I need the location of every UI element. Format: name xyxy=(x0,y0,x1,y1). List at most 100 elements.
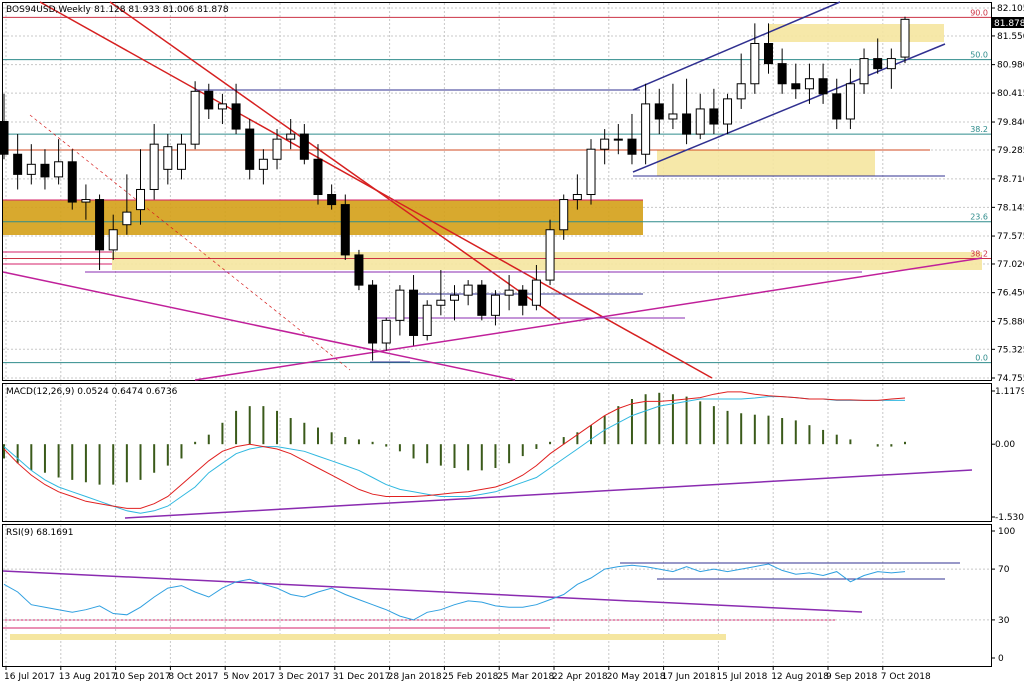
red-dashed-line xyxy=(29,114,351,371)
candle-body xyxy=(286,133,296,140)
candle-body xyxy=(682,113,692,135)
current-price-marker: 81.878 xyxy=(992,17,1024,29)
candle-body xyxy=(654,103,664,120)
candle-body xyxy=(136,188,146,211)
candle-body xyxy=(832,93,842,120)
candle-body xyxy=(149,143,159,190)
candle-body xyxy=(709,108,719,125)
price-tick-label: 80.980 xyxy=(997,61,1024,71)
candle-body xyxy=(122,211,132,226)
support-zone-gold xyxy=(3,200,643,235)
candle-body xyxy=(176,143,186,170)
candle-body xyxy=(736,83,746,100)
date-tick-label: 7 Oct 2018 xyxy=(881,672,931,682)
candle-body xyxy=(409,289,419,336)
fibonacci-label: 38.2 xyxy=(970,125,988,134)
candle-body xyxy=(777,63,787,85)
candle-body xyxy=(531,279,541,306)
candle-body xyxy=(763,42,773,65)
channel-upper-line xyxy=(632,1,841,91)
macd-tick-label: 0.00 xyxy=(995,440,1015,450)
candle-body xyxy=(845,83,855,120)
macd-main-line xyxy=(3,391,906,509)
date-tick-label: 13 Aug 2017 xyxy=(59,672,117,682)
candle-body xyxy=(463,284,473,296)
candle-body xyxy=(791,83,801,90)
date-tick-label: 28 Jan 2018 xyxy=(388,672,442,682)
candle-body xyxy=(245,128,255,170)
candle-body xyxy=(545,229,555,281)
date-tick-label: 12 Aug 2018 xyxy=(771,672,829,682)
candle-body xyxy=(600,138,610,150)
candle-body xyxy=(299,133,309,160)
date-tick-label: 15 Jul 2018 xyxy=(716,672,767,682)
candle-body xyxy=(67,161,77,203)
date-tick-label: 9 Sep 2018 xyxy=(826,672,878,682)
candle-body xyxy=(559,199,569,231)
macd-trend-line xyxy=(124,469,973,519)
candle-body xyxy=(354,254,364,286)
price-tick-label: 78.145 xyxy=(997,203,1024,213)
candle-body xyxy=(13,153,23,175)
candle-body xyxy=(381,319,391,344)
price-tick-label: 80.415 xyxy=(997,89,1024,99)
candle-body xyxy=(395,289,405,321)
date-tick-label: 16 Jul 2017 xyxy=(4,672,55,682)
date-tick-label: 5 Nov 2017 xyxy=(223,672,275,682)
candle-body xyxy=(422,304,432,336)
fibonacci-label: 90.0 xyxy=(970,8,988,17)
candle-body xyxy=(217,103,227,110)
price-tick-label: 79.840 xyxy=(997,118,1024,128)
candle-body xyxy=(695,108,705,135)
candle-body xyxy=(886,58,896,70)
rsi-axis: 100 70 30 0 xyxy=(991,527,1015,664)
candle-body xyxy=(272,138,282,160)
date-tick-label: 3 Dec 2017 xyxy=(278,672,330,682)
rsi-tick-label: 70 xyxy=(998,565,1010,575)
macd-signal-line xyxy=(3,396,905,514)
price-tick-label: 81.550 xyxy=(997,32,1024,42)
rsi-panel-frame xyxy=(2,524,992,667)
candle-body xyxy=(900,18,910,58)
fibonacci-label: 23.6 xyxy=(970,213,988,222)
chart-header: BOS94USD,Weekly 81.128 81.933 81.006 81.… xyxy=(6,5,229,15)
candle-body xyxy=(627,138,637,155)
candle-body xyxy=(818,78,828,95)
candle-body xyxy=(668,113,678,120)
candle-body xyxy=(313,158,323,196)
fibonacci-label: 38.2 xyxy=(970,249,988,258)
macd-axis: 1.1179 0.00 -1.5301 xyxy=(991,387,1024,523)
date-tick-label: 17 Jun 2018 xyxy=(662,672,716,682)
candle-body xyxy=(450,294,459,301)
panel-frames xyxy=(2,2,992,667)
candle-body xyxy=(490,294,500,316)
candlesticks xyxy=(0,16,910,361)
rsi-header-label: RSI(9) 68.1691 xyxy=(6,528,73,538)
rsi-line xyxy=(3,563,906,621)
red-downtrend-line-2 xyxy=(109,1,561,321)
candle-body xyxy=(723,98,733,125)
macd-tick-label: 1.1179 xyxy=(995,387,1024,397)
candle-body xyxy=(436,299,446,306)
candle-body xyxy=(95,199,105,251)
chart-ohlc-label: 81.128 81.933 81.006 81.878 xyxy=(94,5,229,15)
candle-body xyxy=(586,148,596,196)
date-tick-label: 25 Mar 2018 xyxy=(497,672,554,682)
price-tick-label: 74.755 xyxy=(997,374,1024,384)
macd-panel xyxy=(3,391,906,514)
rsi-tick-label: 0 xyxy=(998,654,1004,664)
price-tick-label: 78.710 xyxy=(997,175,1024,185)
macd-panel-frame xyxy=(2,383,992,522)
price-axis: 82.105 81.550 80.980 80.415 79.840 79.285 78.7… xyxy=(991,4,1024,384)
candle-body xyxy=(81,199,91,203)
price-tick-label: 82.105 xyxy=(997,4,1024,14)
chart-symbol-label: BOS94USD,Weekly xyxy=(6,5,92,15)
price-tick-label: 75.325 xyxy=(997,345,1024,355)
fibonacci-label: 50.0 xyxy=(970,51,988,60)
candle-body xyxy=(327,194,337,206)
candle-body xyxy=(518,289,528,306)
candle-body xyxy=(873,58,883,70)
